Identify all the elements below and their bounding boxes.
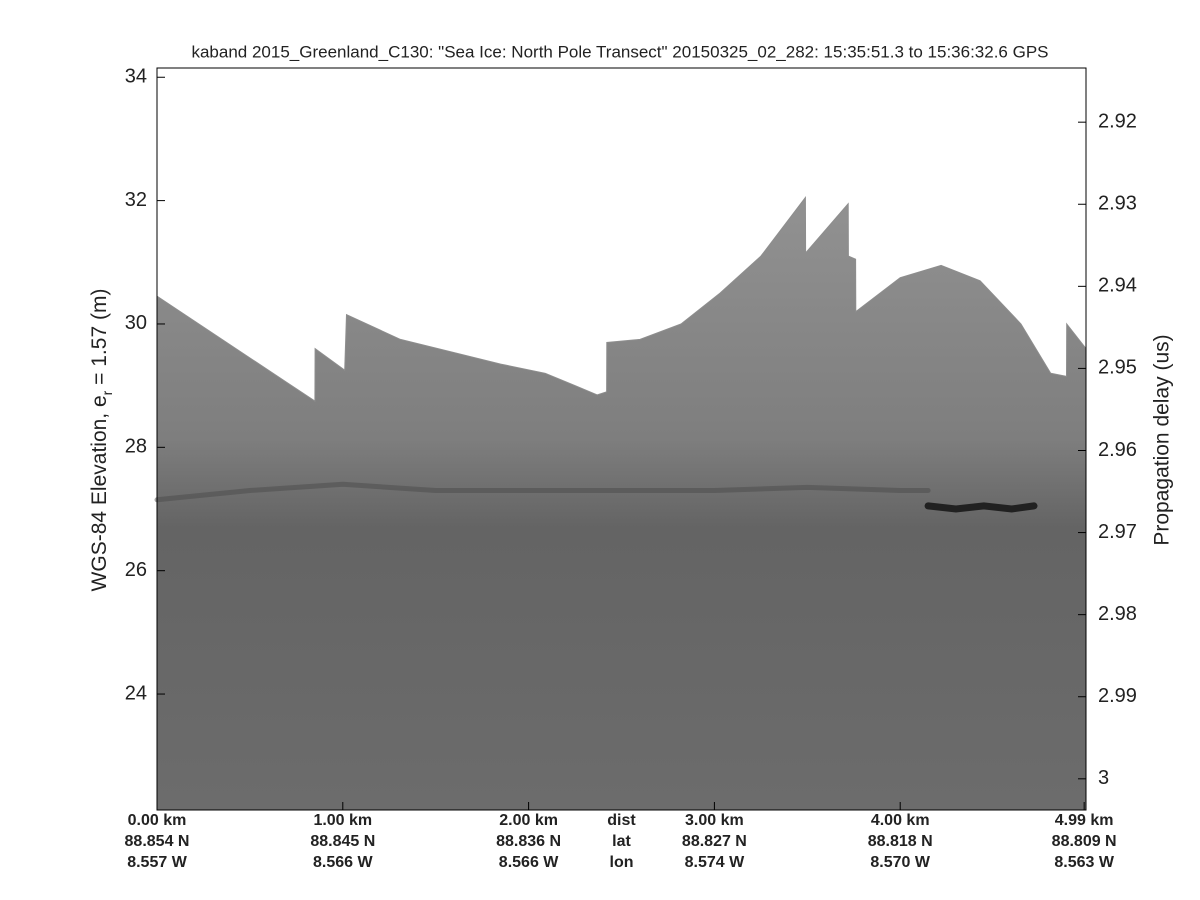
x-tick-lon: 8.557 W (127, 854, 187, 871)
x-tick-lon: 8.570 W (870, 854, 930, 871)
x-tick-label: 4.99 km (1055, 812, 1114, 829)
x-row-label: dist (607, 812, 636, 829)
x-tick-lat: 88.827 N (682, 833, 747, 850)
y2-tick-label: 2.94 (1098, 275, 1137, 297)
x-tick-lon: 8.574 W (685, 854, 745, 871)
x-tick-label: 2.00 km (499, 812, 558, 829)
x-row-label: lat (612, 833, 631, 850)
y2-tick-label: 2.92 (1098, 110, 1137, 132)
y-tick-label: 24 (125, 682, 147, 704)
x-tick-lat: 88.845 N (310, 833, 375, 850)
layer-line (924, 502, 1038, 513)
y2-tick-label: 2.98 (1098, 603, 1137, 625)
y2-axis-label: Propagation delay (us) (1151, 334, 1174, 545)
x-tick-label: 1.00 km (313, 812, 372, 829)
x-tick-label: 0.00 km (128, 812, 187, 829)
y-axis-label: WGS-84 Elevation, er = 1.57 (m) (88, 289, 115, 592)
y-tick-label: 34 (125, 66, 147, 88)
y-tick-label: 28 (125, 436, 147, 458)
y2-tick-label: 3 (1098, 767, 1109, 789)
y-tick-label: 26 (125, 559, 147, 581)
x-tick-lat: 88.854 N (125, 833, 190, 850)
x-tick-lon: 8.566 W (313, 854, 373, 871)
y-tick-label: 30 (125, 312, 147, 334)
y-label-subscript: r (99, 390, 115, 395)
y-label-text: WGS-84 Elevation, e (88, 395, 111, 591)
x-tick-lat: 88.818 N (868, 833, 933, 850)
y2-tick-label: 2.95 (1098, 357, 1137, 379)
x-tick-lat: 88.809 N (1052, 833, 1117, 850)
layer-line (154, 481, 931, 503)
x-tick-label: 4.00 km (871, 812, 930, 829)
echogram-area (156, 196, 1087, 811)
x-tick-lon: 8.563 W (1054, 854, 1114, 871)
y2-tick-label: 2.93 (1098, 193, 1137, 215)
x-tick-lat: 88.836 N (496, 833, 561, 850)
y-label-rest: = 1.57 (m) (88, 289, 111, 391)
chart-title: kaband 2015_Greenland_C130: "Sea Ice: No… (191, 42, 1048, 61)
y2-tick-label: 2.99 (1098, 685, 1137, 707)
x-tick-lon: 8.566 W (499, 854, 559, 871)
y-tick-label: 32 (125, 189, 147, 211)
y2-tick-label: 2.97 (1098, 521, 1137, 543)
axes-frame (156, 67, 1087, 811)
y2-tick-label: 2.96 (1098, 439, 1137, 461)
x-tick-label: 3.00 km (685, 812, 744, 829)
x-row-label: lon (610, 854, 634, 871)
